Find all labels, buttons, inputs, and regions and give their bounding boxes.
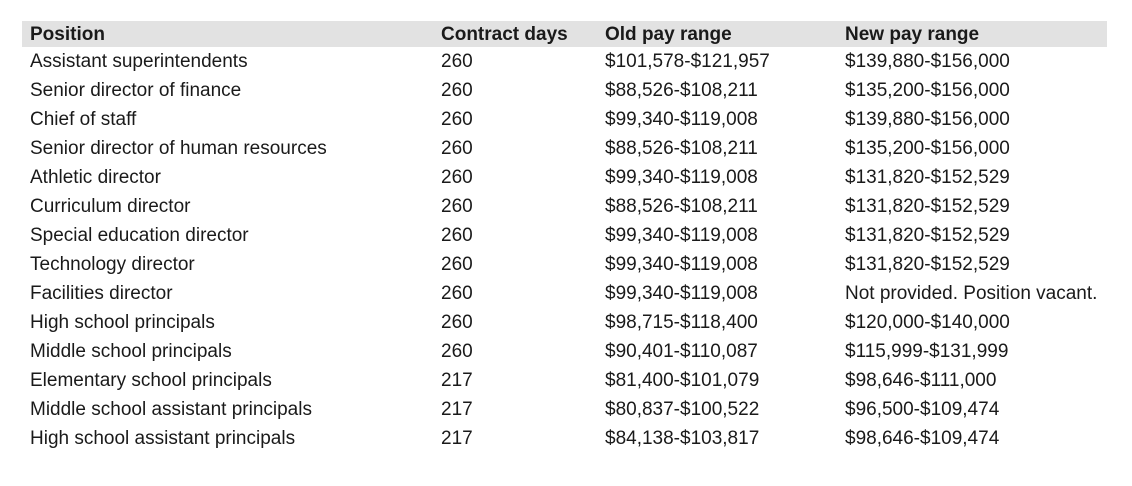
- table-row: Special education director 260 $99,340-$11…: [22, 221, 1107, 250]
- cell-position: Senior director of finance: [22, 76, 433, 105]
- cell-position: Senior director of human resources: [22, 134, 433, 163]
- table-row: Assistant superintendents 260 $101,578-$12…: [22, 47, 1107, 76]
- pay-range-table: Position Contract days Old pay range New…: [22, 21, 1107, 453]
- cell-new-pay-range: $131,820-$152,529: [837, 221, 1107, 250]
- cell-new-pay-range: $96,500-$109,474: [837, 395, 1107, 424]
- cell-position: Middle school assistant principals: [22, 395, 433, 424]
- cell-contract-days: 260: [433, 192, 597, 221]
- cell-contract-days: 260: [433, 308, 597, 337]
- cell-new-pay-range: $98,646-$109,474: [837, 424, 1107, 453]
- table-row: Middle school principals 260 $90,401-$110,…: [22, 337, 1107, 366]
- cell-new-pay-range: $131,820-$152,529: [837, 192, 1107, 221]
- table-row: High school assistant principals 217 $84,1…: [22, 424, 1107, 453]
- cell-new-pay-range: $139,880-$156,000: [837, 47, 1107, 76]
- cell-position: Curriculum director: [22, 192, 433, 221]
- table-row: Facilities director 260 $99,340-$119,008 No…: [22, 279, 1107, 308]
- cell-position: Technology director: [22, 250, 433, 279]
- column-header-new-pay-range: New pay range: [837, 21, 1107, 47]
- cell-contract-days: 260: [433, 279, 597, 308]
- cell-old-pay-range: $81,400-$101,079: [597, 366, 837, 395]
- cell-position: Athletic director: [22, 163, 433, 192]
- cell-new-pay-range: $131,820-$152,529: [837, 163, 1107, 192]
- cell-new-pay-range: $131,820-$152,529: [837, 250, 1107, 279]
- table-row: Technology director 260 $99,340-$119,008 $1…: [22, 250, 1107, 279]
- column-header-contract-days: Contract days: [433, 21, 597, 47]
- cell-old-pay-range: $80,837-$100,522: [597, 395, 837, 424]
- cell-contract-days: 260: [433, 105, 597, 134]
- cell-position: Special education director: [22, 221, 433, 250]
- cell-new-pay-range: $120,000-$140,000: [837, 308, 1107, 337]
- cell-new-pay-range: Not provided. Position vacant.: [837, 279, 1107, 308]
- table-body: Assistant superintendents 260 $101,578-$12…: [22, 47, 1107, 453]
- cell-old-pay-range: $99,340-$119,008: [597, 105, 837, 134]
- cell-new-pay-range: $135,200-$156,000: [837, 76, 1107, 105]
- cell-old-pay-range: $88,526-$108,211: [597, 192, 837, 221]
- table-row: Chief of staff 260 $99,340-$119,008 $139,88…: [22, 105, 1107, 134]
- cell-new-pay-range: $98,646-$111,000: [837, 366, 1107, 395]
- table-row: Curriculum director 260 $88,526-$108,211 $1…: [22, 192, 1107, 221]
- cell-position: High school assistant principals: [22, 424, 433, 453]
- cell-contract-days: 260: [433, 221, 597, 250]
- column-header-position: Position: [22, 21, 433, 47]
- cell-position: Facilities director: [22, 279, 433, 308]
- table-row: Elementary school principals 217 $81,400-$…: [22, 366, 1107, 395]
- cell-position: Assistant superintendents: [22, 47, 433, 76]
- table-row: Senior director of finance 260 $88,526-$10…: [22, 76, 1107, 105]
- table-row: High school principals 260 $98,715-$118,40…: [22, 308, 1107, 337]
- table-row: Senior director of human resources 260 $88…: [22, 134, 1107, 163]
- cell-old-pay-range: $99,340-$119,008: [597, 250, 837, 279]
- cell-old-pay-range: $98,715-$118,400: [597, 308, 837, 337]
- cell-contract-days: 260: [433, 250, 597, 279]
- cell-contract-days: 217: [433, 395, 597, 424]
- cell-old-pay-range: $99,340-$119,008: [597, 163, 837, 192]
- cell-contract-days: 217: [433, 366, 597, 395]
- cell-old-pay-range: $90,401-$110,087: [597, 337, 837, 366]
- cell-old-pay-range: $99,340-$119,008: [597, 221, 837, 250]
- cell-contract-days: 260: [433, 47, 597, 76]
- cell-contract-days: 260: [433, 76, 597, 105]
- cell-contract-days: 217: [433, 424, 597, 453]
- cell-position: Chief of staff: [22, 105, 433, 134]
- cell-contract-days: 260: [433, 163, 597, 192]
- cell-new-pay-range: $139,880-$156,000: [837, 105, 1107, 134]
- cell-old-pay-range: $99,340-$119,008: [597, 279, 837, 308]
- column-header-old-pay-range: Old pay range: [597, 21, 837, 47]
- cell-position: Elementary school principals: [22, 366, 433, 395]
- table-header: Position Contract days Old pay range New…: [22, 21, 1107, 47]
- cell-position: High school principals: [22, 308, 433, 337]
- cell-position: Middle school principals: [22, 337, 433, 366]
- cell-old-pay-range: $84,138-$103,817: [597, 424, 837, 453]
- table-row: Athletic director 260 $99,340-$119,008 $131…: [22, 163, 1107, 192]
- cell-old-pay-range: $101,578-$121,957: [597, 47, 837, 76]
- table-row: Middle school assistant principals 217 $80…: [22, 395, 1107, 424]
- cell-old-pay-range: $88,526-$108,211: [597, 76, 837, 105]
- cell-old-pay-range: $88,526-$108,211: [597, 134, 837, 163]
- header-row: Position Contract days Old pay range New…: [22, 21, 1107, 47]
- cell-new-pay-range: $115,999-$131,999: [837, 337, 1107, 366]
- cell-contract-days: 260: [433, 134, 597, 163]
- cell-contract-days: 260: [433, 337, 597, 366]
- cell-new-pay-range: $135,200-$156,000: [837, 134, 1107, 163]
